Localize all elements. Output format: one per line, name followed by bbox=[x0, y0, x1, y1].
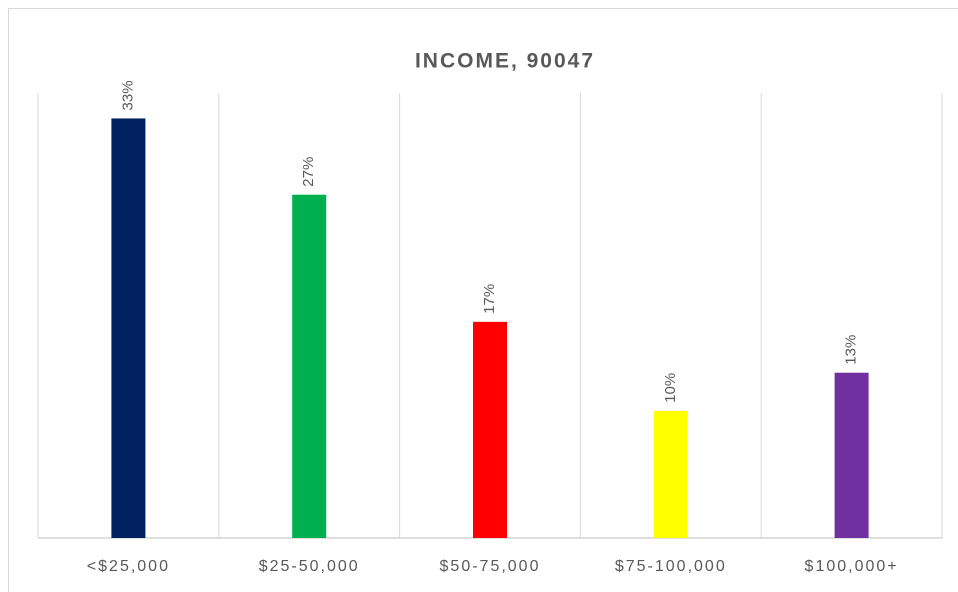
x-tick-label: $25-50,000 bbox=[259, 558, 360, 575]
x-tick-label: $50-75,000 bbox=[440, 558, 541, 575]
x-tick-label: <$25,000 bbox=[87, 558, 170, 575]
data-label: 27% bbox=[300, 157, 317, 187]
bar bbox=[473, 321, 507, 538]
data-label: 13% bbox=[843, 335, 860, 365]
x-tick-label: $75-100,000 bbox=[615, 558, 727, 575]
bar bbox=[111, 118, 146, 538]
x-tick-label: $100,000+ bbox=[805, 558, 899, 575]
chart-title: INCOME, 90047 bbox=[415, 50, 595, 73]
data-label: 17% bbox=[481, 284, 498, 314]
bar bbox=[834, 372, 869, 538]
data-label: 33% bbox=[119, 80, 136, 110]
bar bbox=[653, 410, 688, 538]
data-label: 10% bbox=[662, 373, 679, 403]
bar bbox=[292, 194, 327, 538]
